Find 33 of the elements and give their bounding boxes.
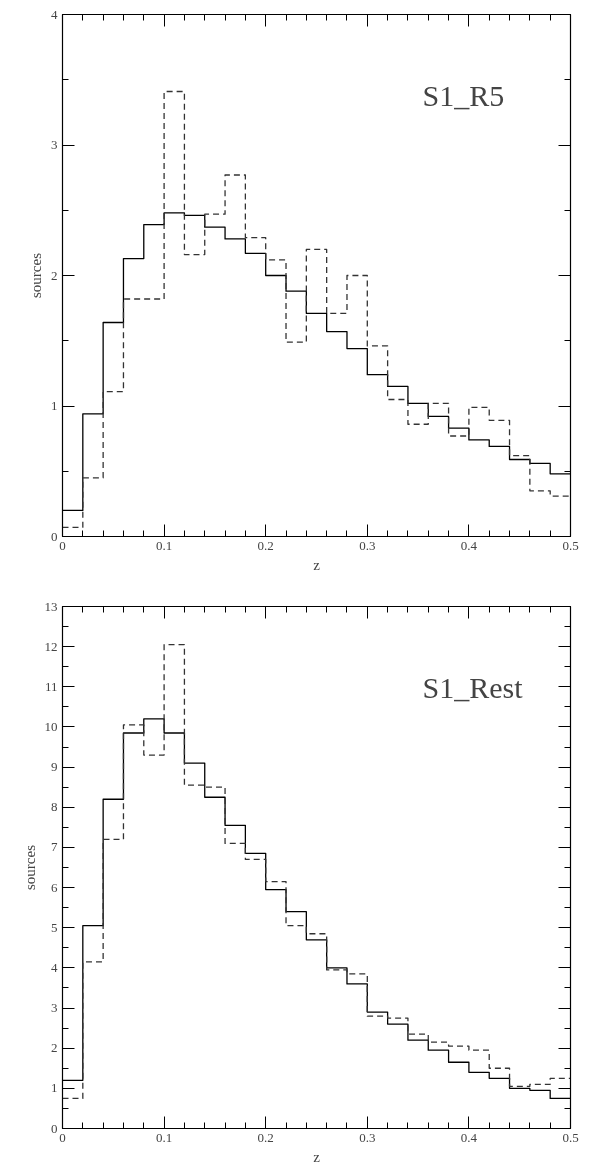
y-tick-label: 4 bbox=[51, 959, 58, 975]
y-tick-label: 4 bbox=[51, 6, 58, 22]
x-tick-label: 0.4 bbox=[460, 1129, 478, 1145]
x-axis-title: z bbox=[313, 556, 321, 573]
y-tick-label: 13 bbox=[44, 598, 58, 614]
y-axis-title: sources bbox=[28, 252, 44, 298]
annotation: S1_R5 bbox=[422, 78, 505, 112]
y-tick-label: 12 bbox=[44, 638, 58, 654]
y-tick-label: 9 bbox=[51, 759, 58, 775]
y-tick-label: 8 bbox=[51, 799, 58, 815]
x-tick-label: 0.1 bbox=[155, 537, 173, 553]
x-tick-label: 0.4 bbox=[460, 537, 478, 553]
x-tick-label: 0.3 bbox=[359, 537, 376, 553]
y-axis-title: sources bbox=[21, 844, 38, 890]
x-tick-label: 0.5 bbox=[562, 537, 579, 553]
y-tick-label: 10 bbox=[44, 718, 58, 734]
x-tick-label: 0.3 bbox=[359, 1129, 376, 1145]
x-tick-label: 0.2 bbox=[257, 1129, 274, 1145]
y-tick-label: 11 bbox=[44, 678, 58, 694]
y-tick-label: 3 bbox=[51, 137, 58, 152]
y-tick-label: 1 bbox=[51, 1080, 58, 1096]
x-tick-label: 0.2 bbox=[257, 537, 274, 553]
y-tick-label: 5 bbox=[51, 919, 58, 935]
y-tick-label: 7 bbox=[51, 839, 58, 855]
y-tick-label: 3 bbox=[51, 1000, 58, 1016]
annotation: S1_Rest bbox=[422, 670, 524, 704]
x-tick-label: 0.5 bbox=[562, 1129, 579, 1145]
y-tick-label: 6 bbox=[51, 879, 58, 895]
x-axis-title: z bbox=[313, 1148, 321, 1165]
x-tick-label: 0.1 bbox=[155, 1129, 173, 1145]
y-tick-label: 2 bbox=[51, 267, 58, 283]
y-tick-label: 2 bbox=[51, 1040, 58, 1056]
y-tick-label: 1 bbox=[51, 398, 58, 413]
